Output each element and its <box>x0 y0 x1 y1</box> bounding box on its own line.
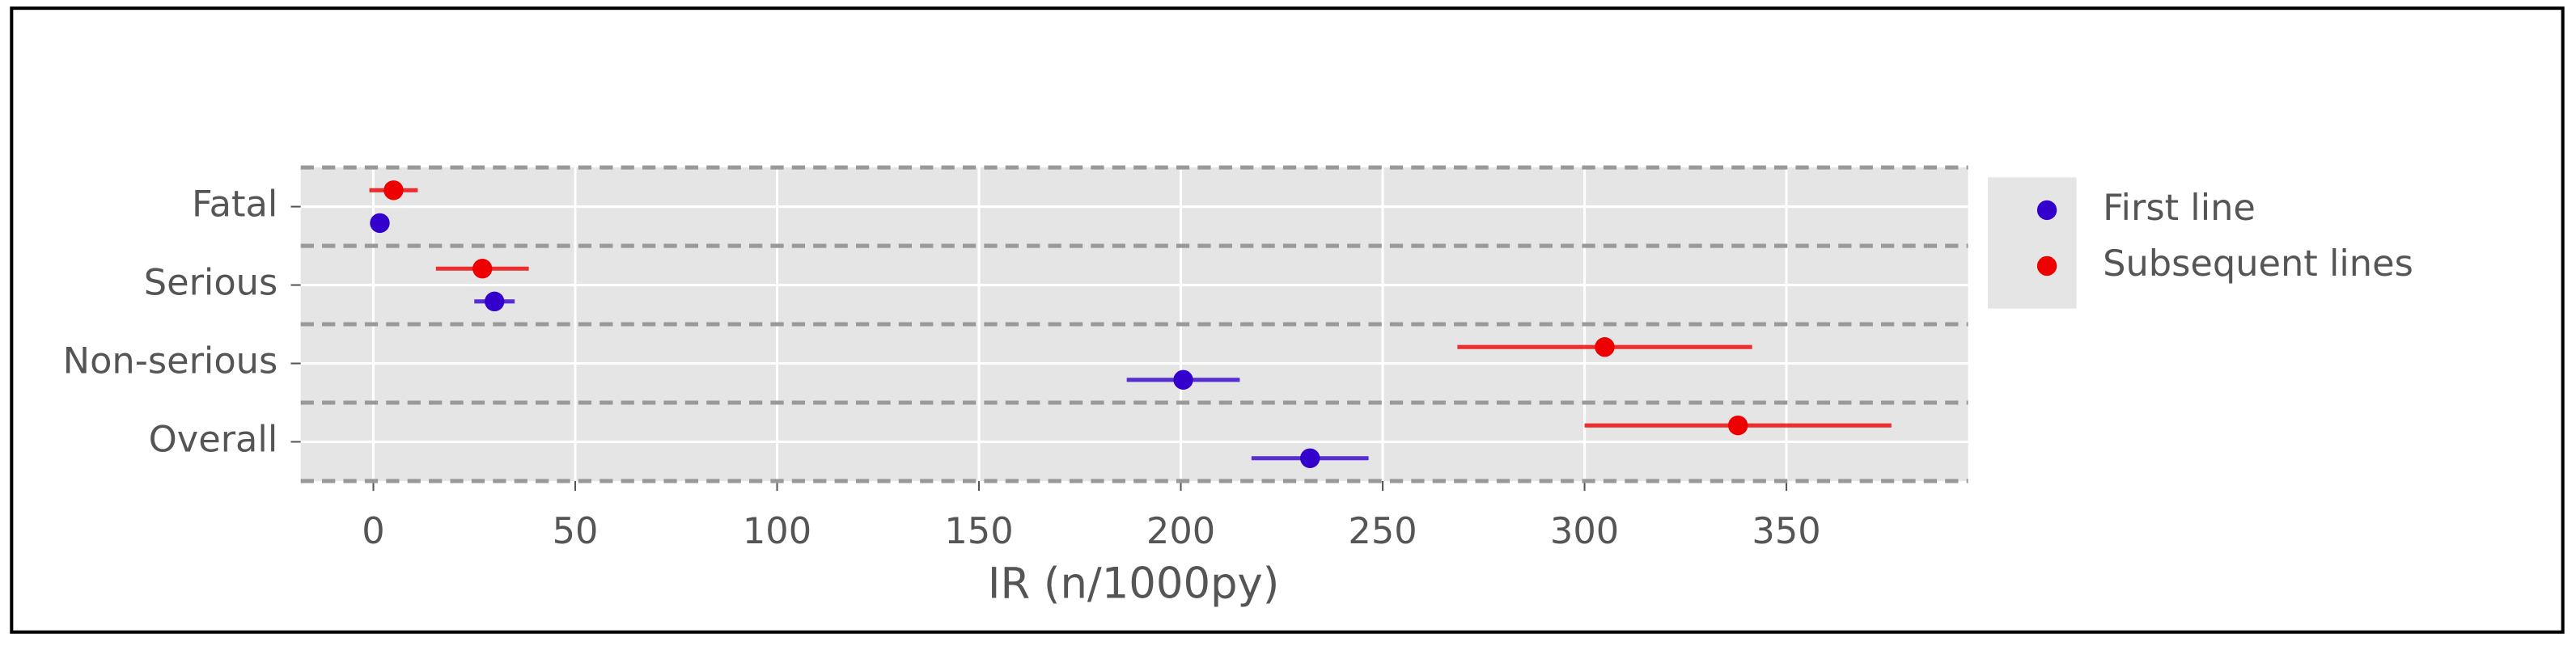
x-tick-label: 300 <box>1550 510 1619 552</box>
point <box>472 259 493 279</box>
x-tick-label: 0 <box>362 510 384 552</box>
point <box>383 180 404 201</box>
y-tick-label: Fatal <box>192 184 278 226</box>
x-tick-label: 100 <box>743 510 811 552</box>
point <box>370 213 390 234</box>
point <box>1728 415 1748 436</box>
legend-label: Subsequent lines <box>2103 243 2413 285</box>
y-tick-label: Non-serious <box>63 340 278 382</box>
point <box>1300 448 1320 468</box>
legend-box <box>1987 177 2077 309</box>
legend-marker <box>2036 200 2057 221</box>
point <box>1595 337 1615 357</box>
x-axis-label: IR (n/1000py) <box>988 559 1280 609</box>
point <box>485 291 505 312</box>
legend-marker <box>2036 255 2057 277</box>
y-tick-label: Overall <box>149 418 278 460</box>
x-tick-label: 150 <box>944 510 1013 552</box>
y-tick-label: Serious <box>144 262 278 304</box>
x-tick-label: 250 <box>1348 510 1417 552</box>
x-tick-label: 350 <box>1752 510 1820 552</box>
frame <box>10 6 2565 634</box>
point <box>1173 369 1193 390</box>
legend-label: First line <box>2103 187 2256 229</box>
x-tick-label: 50 <box>553 510 599 552</box>
x-tick-label: 200 <box>1146 510 1215 552</box>
